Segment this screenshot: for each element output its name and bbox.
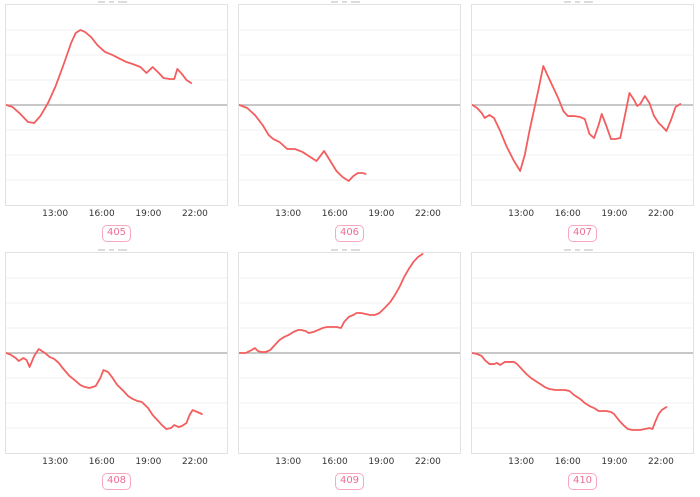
- chart-cell: 13:00 16:00 19:00 22:00 405: [0, 0, 233, 248]
- chart-caption-badge[interactable]: 410: [567, 473, 598, 490]
- x-axis-tick-labels: 13:00 16:00 19:00 22:00: [5, 456, 228, 468]
- x-tick-label: 19:00: [135, 209, 162, 219]
- x-tick-label: 13:00: [275, 457, 302, 467]
- chart-plot-area: [5, 4, 228, 206]
- line-chart-svg: [472, 29, 693, 181]
- line-chart-svg: [472, 277, 693, 431]
- chart-caption-row: 407: [471, 220, 694, 242]
- x-axis-tick-labels: 13:00 16:00 19:00 22:00: [5, 208, 228, 220]
- chart-cell: 13:00 16:00 19:00 22:00 406: [233, 0, 466, 248]
- clipped-title-fragment: [98, 1, 105, 3]
- x-tick-label: 16:00: [321, 457, 348, 467]
- x-axis-tick-labels: 13:00 16:00 19:00 22:00: [471, 456, 694, 468]
- series-line: [6, 29, 193, 124]
- clipped-title-fragment: [342, 249, 347, 251]
- clipped-title-fragment: [564, 1, 571, 3]
- x-tick-label: 19:00: [368, 209, 395, 219]
- line-chart-svg: [239, 253, 460, 429]
- x-tick-label: 22:00: [181, 209, 208, 219]
- clipped-title-fragment: [118, 1, 127, 3]
- clipped-title-fragment: [331, 1, 338, 3]
- x-tick-label: 13:00: [508, 457, 535, 467]
- clipped-title-fragment: [584, 249, 593, 251]
- x-axis-tick-labels: 13:00 16:00 19:00 22:00: [238, 208, 461, 220]
- x-tick-label: 13:00: [42, 209, 69, 219]
- series-line: [472, 352, 668, 431]
- chart-plot-area: [238, 252, 461, 454]
- line-chart-svg: [239, 29, 460, 182]
- x-tick-label: 16:00: [321, 209, 348, 219]
- clipped-title-fragment: [109, 249, 114, 251]
- chart-plot-area: [471, 252, 694, 454]
- line-chart-svg: [6, 29, 227, 181]
- clipped-title-fragment: [575, 249, 580, 251]
- x-tick-label: 13:00: [508, 209, 535, 219]
- x-tick-label: 22:00: [647, 209, 674, 219]
- x-axis-tick-labels: 13:00 16:00 19:00 22:00: [238, 456, 461, 468]
- clipped-title-fragment: [109, 1, 114, 3]
- chart-cell: 13:00 16:00 19:00 22:00 410: [466, 248, 700, 497]
- x-tick-label: 16:00: [88, 209, 115, 219]
- chart-plot-area: [238, 4, 461, 206]
- x-tick-label: 13:00: [275, 209, 302, 219]
- x-tick-label: 19:00: [601, 209, 628, 219]
- series-line: [472, 65, 682, 172]
- x-tick-label: 19:00: [135, 457, 162, 467]
- line-chart-svg: [6, 277, 227, 430]
- x-tick-label: 22:00: [414, 457, 441, 467]
- chart-plot-area: [5, 252, 228, 454]
- x-tick-label: 16:00: [554, 209, 581, 219]
- series-line: [6, 348, 203, 430]
- chart-caption-row: 410: [471, 468, 694, 490]
- chart-caption-badge[interactable]: 405: [101, 225, 132, 242]
- chart-caption-badge[interactable]: 408: [101, 473, 132, 490]
- chart-caption-row: 408: [5, 468, 228, 490]
- x-tick-label: 22:00: [181, 457, 208, 467]
- chart-caption-row: 406: [238, 220, 461, 242]
- clipped-title-fragment: [564, 249, 571, 251]
- clipped-title-fragment: [584, 1, 593, 3]
- x-tick-label: 22:00: [414, 209, 441, 219]
- clipped-title-fragment: [98, 249, 105, 251]
- clipped-title-fragment: [351, 249, 360, 251]
- x-tick-label: 13:00: [42, 457, 69, 467]
- x-tick-label: 16:00: [88, 457, 115, 467]
- chart-caption-row: 405: [5, 220, 228, 242]
- clipped-title-fragment: [351, 1, 360, 3]
- clipped-title-fragment: [575, 1, 580, 3]
- chart-caption-badge[interactable]: 409: [334, 473, 365, 490]
- clipped-title-fragment: [118, 249, 127, 251]
- clipped-title-fragment: [331, 249, 338, 251]
- series-line: [239, 104, 367, 182]
- x-tick-label: 19:00: [601, 457, 628, 467]
- series-line: [239, 253, 424, 354]
- chart-caption-badge[interactable]: 407: [567, 225, 598, 242]
- chart-caption-row: 409: [238, 468, 461, 490]
- chart-cell: 13:00 16:00 19:00 22:00 407: [466, 0, 700, 248]
- x-tick-label: 22:00: [647, 457, 674, 467]
- x-tick-label: 19:00: [368, 457, 395, 467]
- chart-cell: 13:00 16:00 19:00 22:00 409: [233, 248, 466, 497]
- chart-plot-area: [471, 4, 694, 206]
- x-axis-tick-labels: 13:00 16:00 19:00 22:00: [471, 208, 694, 220]
- chart-caption-badge[interactable]: 406: [334, 225, 365, 242]
- clipped-title-fragment: [342, 1, 347, 3]
- chart-cell: 13:00 16:00 19:00 22:00 408: [0, 248, 233, 497]
- x-tick-label: 16:00: [554, 457, 581, 467]
